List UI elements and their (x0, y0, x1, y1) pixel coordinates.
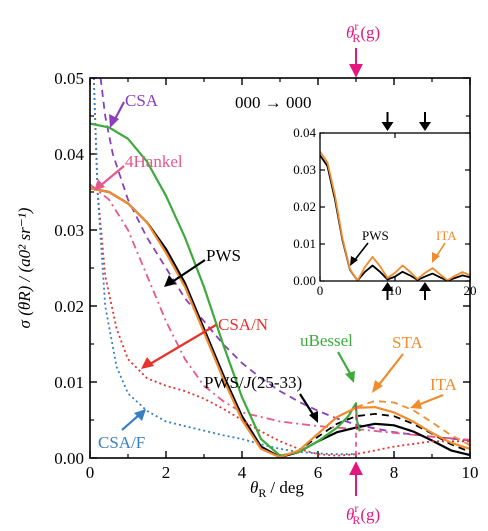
inset-arrowhead-down (419, 122, 431, 131)
inset-x-tick-label: 20 (464, 283, 477, 298)
y-tick-label: 0.00 (54, 449, 84, 468)
arrow-sta (377, 353, 404, 387)
inset-y-tick-label: 0.02 (293, 199, 316, 214)
y-tick-label: 0.04 (54, 145, 84, 164)
arrowhead-ita (410, 399, 422, 409)
inset-arrow-pws (353, 242, 369, 262)
rainbow-marker-bottom: θr R(g) (346, 461, 380, 527)
label-4hankel: 4Hankel (125, 152, 183, 171)
arrowhead-csa (109, 114, 119, 128)
inset-arrowhead-up (381, 282, 394, 291)
series-annotations: CSA 4Hankel PWS PWS/J(25-33) CSA/N CSA/F… (94, 91, 458, 452)
y-tick-label: 0.01 (54, 373, 84, 392)
x-tick-label: 8 (390, 463, 399, 482)
y-tick-label: 0.02 (54, 297, 84, 316)
inset-axes: 0 10 20 0.00 0.01 0.02 0.03 0.04 (293, 112, 477, 300)
inset-label-ita: ITA (436, 228, 457, 243)
rainbow-marker-top: θr R(g) (346, 19, 380, 78)
label-ita: ITA (430, 375, 458, 394)
arrow-csan (149, 324, 217, 365)
arrow-pwsj (299, 393, 315, 417)
label-csaf: CSA/F (98, 433, 145, 452)
arrow-ubessel (337, 351, 352, 376)
inset-label-pws: PWS (362, 228, 389, 243)
series-line-4hankel (90, 183, 470, 441)
inset-y-tick-label: 0.03 (293, 162, 316, 177)
x-tick-label: 0 (86, 463, 95, 482)
inset-arrowhead-pws (350, 256, 358, 266)
x-tick-label: 6 (314, 463, 323, 482)
inset-y-tick-label: 0.04 (293, 125, 316, 140)
x-tick-label: 2 (162, 463, 171, 482)
rainbow-label-top: θr R(g) (346, 19, 380, 45)
inset-series-line-ita (320, 150, 470, 281)
rainbow-label-bottom: θr R(g) (346, 501, 380, 527)
arrowhead-pws (164, 275, 176, 287)
inset-arrowhead-down (381, 122, 394, 131)
y-tick-label: 0.03 (54, 221, 84, 240)
label-pws: PWS (206, 246, 241, 265)
arrow-pws (171, 259, 206, 283)
inset-arrowhead-ita (432, 252, 440, 263)
label-ubessel: uBessel (300, 331, 353, 350)
inset-arrow-ita (435, 242, 446, 258)
series-line-ubessel (90, 122, 361, 457)
arrowhead-csan (141, 357, 154, 369)
inset-x-tick-label: 10 (389, 283, 402, 298)
x-tick-label: 4 (238, 463, 247, 482)
arrow-ita (417, 393, 444, 407)
arrowhead-ubessel (345, 371, 355, 383)
series-line-csa-f (92, 78, 354, 458)
label-csa: CSA (125, 91, 159, 110)
arrowhead-4hankel (94, 179, 105, 191)
arrowhead-pwsj (309, 411, 318, 423)
label-csan: CSA/N (218, 315, 268, 334)
arrow-4hankel (99, 165, 125, 187)
y-tick-label: 0.05 (54, 69, 84, 88)
y-axis-label: σ (θR) / (a0² sr⁻¹) (15, 207, 34, 328)
x-axis-label: θR / deg (250, 478, 304, 500)
arrowhead-sta (372, 380, 383, 393)
inset-chart: 0 10 20 0.00 0.01 0.02 0.03 0.04 PWS ITA (293, 112, 477, 300)
inset-y-tick-label: 0.01 (293, 236, 316, 251)
transition-label: 000 → 000 (235, 93, 312, 112)
x-tick-label: 10 (462, 463, 479, 482)
arrowhead-csaf (134, 409, 146, 421)
label-pwsj: PWS/J(25-33) (204, 373, 302, 392)
inset-x-tick-label: 0 (317, 283, 324, 298)
inset-y-tick-label: 0.00 (293, 273, 316, 288)
label-sta: STA (392, 333, 423, 352)
inset-background (320, 133, 470, 281)
arrow-csaf (121, 414, 140, 431)
inset-arrowhead-up (419, 282, 431, 291)
